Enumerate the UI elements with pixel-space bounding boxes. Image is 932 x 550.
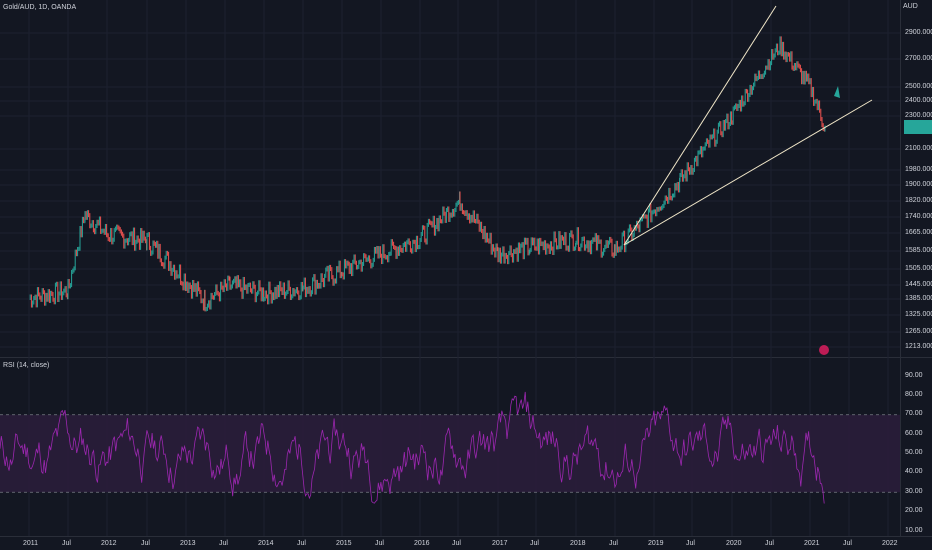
time-tick-label: Jul [530, 540, 539, 547]
price-tick-label: 2700.000 [905, 55, 932, 62]
price-tick-label: 2300.000 [905, 112, 932, 119]
time-tick-label: Jul [843, 540, 852, 547]
price-tick-label: 1980.000 [905, 166, 932, 173]
time-tick-label: 2018 [570, 540, 586, 547]
price-tick-label: 1665.000 [905, 229, 932, 236]
rsi-band [0, 414, 900, 493]
price-tick-label: 1445.000 [905, 281, 932, 288]
time-tick-label: Jul [609, 540, 618, 547]
trendline-lower [623, 99, 873, 246]
price-tick-label: 1325.000 [905, 311, 932, 318]
time-tick-label: Jul [219, 540, 228, 547]
price-tick-label: 1820.000 [905, 197, 932, 204]
rsi-tick-label: 70.00 [905, 410, 923, 417]
currency-label: AUD [903, 3, 918, 10]
rsi-tick-label: 30.00 [905, 488, 923, 495]
time-tick-label: 2020 [726, 540, 742, 547]
price-tick-label: 1585.000 [905, 247, 932, 254]
price-tick-label: 2400.000 [905, 97, 932, 104]
price-tick-label: 1265.000 [905, 328, 932, 335]
time-tick-label: Jul [141, 540, 150, 547]
rsi-title: RSI (14, close) [3, 362, 50, 369]
price-tick-label: 1740.000 [905, 213, 932, 220]
time-tick-label: 2015 [336, 540, 352, 547]
arrow-marker [834, 86, 840, 98]
rsi-tick-label: 80.00 [905, 391, 923, 398]
price-tick-label: 2900.000 [905, 29, 932, 36]
event-flag-icon [819, 345, 829, 355]
rsi-tick-label: 10.00 [905, 527, 923, 534]
price-tick-label: 2500.000 [905, 83, 932, 90]
time-tick-label: Jul [297, 540, 306, 547]
rsi-tick-label: 60.00 [905, 430, 923, 437]
time-tick-label: 2021 [804, 540, 820, 547]
time-tick-label: 2012 [101, 540, 117, 547]
time-tick-label: Jul [452, 540, 461, 547]
time-tick-label: Jul [375, 540, 384, 547]
time-tick-label: 2011 [23, 540, 39, 547]
symbol-title: Gold/AUD, 1D, OANDA [3, 4, 77, 11]
time-tick-label: Jul [765, 540, 774, 547]
price-tick-label: 1900.000 [905, 181, 932, 188]
rsi-line [0, 391, 825, 504]
time-tick-label: 2022 [882, 540, 898, 547]
rsi-tick-label: 50.00 [905, 449, 923, 456]
price-tick-label: 1505.000 [905, 265, 932, 272]
trendline-upper [623, 5, 777, 246]
time-tick-label: 2016 [414, 540, 430, 547]
price-tick-label: 1385.000 [905, 295, 932, 302]
price-tick-label: 2100.000 [905, 145, 932, 152]
time-tick-label: 2013 [180, 540, 196, 547]
rsi-tick-label: 90.00 [905, 372, 923, 379]
last-price-box [904, 120, 932, 134]
time-tick-label: 2014 [258, 540, 274, 547]
time-tick-label: Jul [62, 540, 71, 547]
rsi-tick-label: 20.00 [905, 507, 923, 514]
price-tick-label: 1213.000 [905, 343, 932, 350]
rsi-tick-label: 40.00 [905, 468, 923, 475]
time-tick-label: 2017 [492, 540, 508, 547]
time-tick-label: Jul [686, 540, 695, 547]
time-tick-label: 2019 [648, 540, 664, 547]
